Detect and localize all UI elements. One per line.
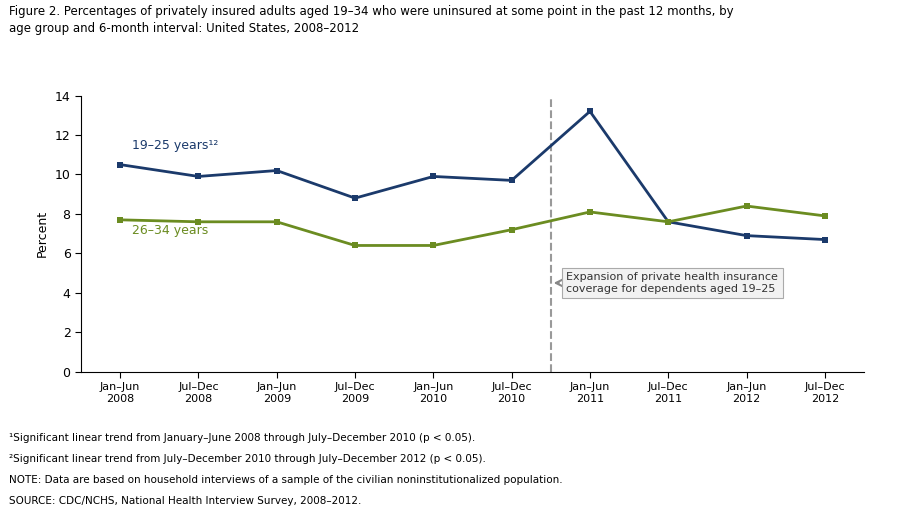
Text: Expansion of private health insurance
coverage for dependents aged 19–25: Expansion of private health insurance co… [556,272,778,294]
Text: ¹Significant linear trend from January–June 2008 through July–December 2010 (p <: ¹Significant linear trend from January–J… [9,433,475,443]
Text: SOURCE: CDC/NCHS, National Health Interview Survey, 2008–2012.: SOURCE: CDC/NCHS, National Health Interv… [9,496,362,507]
Text: ²Significant linear trend from July–December 2010 through July–December 2012 (p : ²Significant linear trend from July–Dece… [9,454,486,464]
Text: Figure 2. Percentages of privately insured adults aged 19–34 who were uninsured : Figure 2. Percentages of privately insur… [9,5,734,35]
Y-axis label: Percent: Percent [36,210,50,257]
Text: 26–34 years: 26–34 years [132,224,208,237]
Text: NOTE: Data are based on household interviews of a sample of the civilian noninst: NOTE: Data are based on household interv… [9,475,562,485]
Text: 19–25 years¹²: 19–25 years¹² [132,139,219,152]
